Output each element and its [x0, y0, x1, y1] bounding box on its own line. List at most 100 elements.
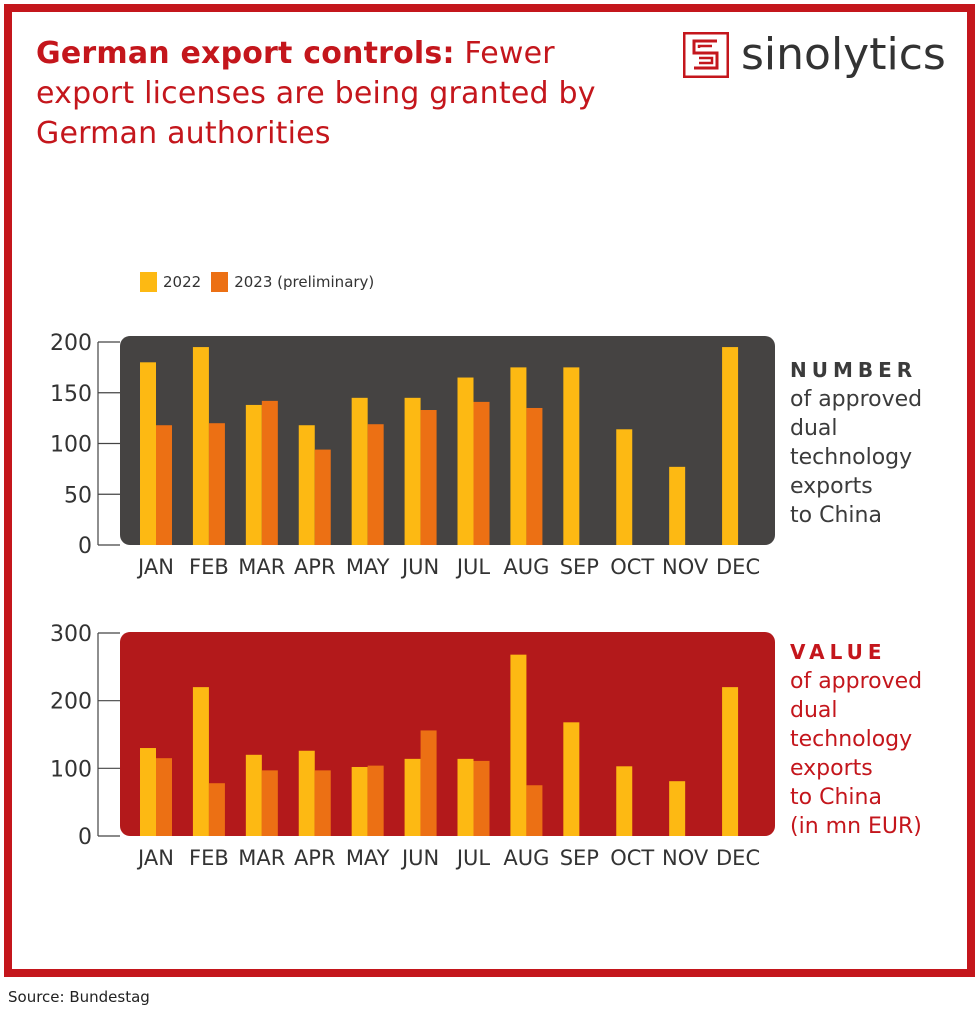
title-rest: Fewer export licenses are being granted …: [36, 36, 596, 151]
x-tick-label: JUL: [455, 846, 491, 870]
legend-label-2022: 2022: [163, 273, 202, 291]
number-label-line: dual: [790, 416, 838, 441]
x-tick-label: APR: [294, 846, 336, 870]
bar-2023-jul: [473, 401, 490, 545]
value-label-line: technology: [790, 727, 913, 752]
bar-2023-mar: [261, 770, 278, 836]
bar-2022-aug: [510, 654, 527, 836]
bar-2022-jun: [404, 397, 421, 545]
number-label-line: technology: [790, 445, 913, 470]
value-label-line: dual: [790, 698, 838, 723]
source-note: Source: Bundestag: [8, 988, 150, 1006]
x-tick-label: NOV: [662, 555, 709, 579]
bar-2023-jan: [156, 758, 172, 836]
x-tick-label: SEP: [560, 555, 599, 579]
number-label-line: of approved: [790, 387, 923, 412]
legend: 2022 2023 (preliminary): [140, 272, 384, 292]
bar-2023-jun: [420, 730, 437, 836]
bar-2022-may: [351, 397, 368, 545]
number-label-caps: NUMBER: [790, 358, 918, 382]
value-label-line: exports: [790, 756, 873, 781]
bar-2023-feb: [208, 783, 225, 836]
bar-2022-jan: [140, 362, 156, 545]
bar-2022-sep: [563, 722, 580, 836]
x-tick-label: OCT: [610, 846, 654, 870]
bar-2022-nov: [669, 781, 686, 836]
bar-2023-apr: [314, 770, 331, 836]
bar-2022-mar: [245, 404, 262, 545]
bar-2022-nov: [669, 466, 686, 545]
bar-2022-aug: [510, 367, 527, 545]
x-tick-label: JAN: [136, 555, 174, 579]
legend-swatch-2022: [140, 272, 157, 292]
bar-2022-mar: [245, 754, 262, 836]
bar-2022-jun: [404, 758, 421, 836]
x-tick-label: NOV: [662, 846, 709, 870]
x-tick-label: JAN: [136, 846, 174, 870]
y-tick-label: 200: [50, 690, 92, 715]
sinolytics-logo-icon: [683, 32, 729, 78]
y-tick-label: 0: [78, 825, 92, 850]
x-tick-label: MAR: [238, 555, 285, 579]
x-tick-label: OCT: [610, 555, 654, 579]
y-tick-label: 100: [50, 433, 92, 458]
bar-2022-apr: [298, 750, 315, 836]
y-tick-label: 50: [64, 483, 92, 508]
x-tick-label: DEC: [716, 555, 760, 579]
y-tick-label: 150: [50, 382, 92, 407]
y-tick-label: 300: [50, 622, 92, 647]
bar-2023-jul: [473, 760, 490, 836]
bar-2022-oct: [616, 429, 633, 545]
bar-2022-dec: [722, 347, 739, 545]
bar-2022-jan: [140, 748, 156, 836]
x-tick-label: AUG: [503, 555, 549, 579]
bar-2023-mar: [261, 400, 278, 545]
bar-2023-may: [367, 765, 384, 836]
bar-2022-oct: [616, 766, 633, 836]
bar-2023-aug: [526, 785, 543, 836]
bar-2022-feb: [192, 347, 209, 545]
bar-2022-jul: [457, 758, 474, 836]
value-chart-label: VALUE of approved dual technology export…: [790, 638, 922, 841]
x-tick-label: AUG: [503, 846, 549, 870]
bar-2022-may: [351, 766, 368, 836]
chart-1-background: [120, 336, 775, 545]
bar-2023-jan: [156, 425, 172, 545]
bar-2022-jul: [457, 377, 474, 545]
number-label-line: exports: [790, 474, 873, 499]
x-tick-label: APR: [294, 555, 336, 579]
legend-item-2022: 2022: [140, 272, 201, 292]
number-label-line: to China: [790, 503, 882, 528]
value-label-line: (in mn EUR): [790, 814, 922, 839]
chart-2-background: [120, 632, 775, 836]
bar-2023-jun: [420, 410, 437, 545]
number-chart-label: NUMBER of approved dual technology expor…: [790, 356, 922, 530]
legend-item-2023: 2023 (preliminary): [211, 272, 374, 292]
legend-label-2023: 2023 (preliminary): [234, 273, 375, 291]
legend-swatch-2023: [211, 272, 229, 292]
y-tick-label: 200: [50, 331, 92, 356]
bar-2022-feb: [192, 687, 209, 836]
value-label-line: of approved: [790, 669, 923, 694]
brand-logo: sinolytics: [683, 32, 946, 78]
title-bold: German export controls:: [36, 36, 455, 71]
y-tick-label: 0: [78, 534, 92, 559]
x-tick-label: FEB: [189, 846, 229, 870]
bar-2023-aug: [526, 407, 543, 545]
bar-2022-dec: [722, 687, 739, 836]
x-tick-label: JUL: [455, 555, 491, 579]
x-tick-label: FEB: [189, 555, 229, 579]
x-tick-label: DEC: [716, 846, 760, 870]
bar-2022-sep: [563, 367, 580, 545]
bar-2023-feb: [208, 423, 225, 545]
x-tick-label: MAY: [346, 555, 390, 579]
value-label-caps: VALUE: [790, 640, 887, 664]
x-tick-label: JUN: [400, 846, 439, 870]
value-label-line: to China: [790, 785, 882, 810]
x-tick-label: MAY: [346, 846, 390, 870]
y-tick-label: 100: [50, 757, 92, 782]
bar-2022-apr: [298, 425, 315, 545]
x-tick-label: JUN: [400, 555, 439, 579]
x-tick-label: SEP: [560, 846, 599, 870]
